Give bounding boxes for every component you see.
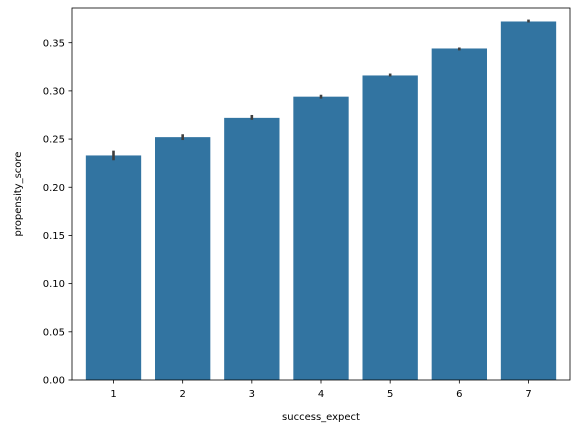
- y-axis-label: propensity_score: [13, 152, 24, 237]
- error-bars-group: [112, 19, 530, 161]
- bar-2: [155, 137, 211, 380]
- x-tick-label-3: 3: [249, 389, 255, 400]
- y-tick-label: 0.05: [43, 327, 65, 338]
- x-tick-label-2: 2: [179, 389, 185, 400]
- bars-group: [85, 21, 557, 381]
- bar-4: [293, 96, 349, 381]
- y-tick-label: 0.15: [43, 231, 65, 242]
- bar-7: [500, 21, 557, 381]
- x-axis-ticks: 1 2 3 4 5 6 7: [110, 380, 532, 400]
- bar-6: [431, 48, 487, 380]
- y-tick-label: 0.00: [43, 376, 65, 387]
- bar-1: [85, 155, 142, 380]
- y-axis-ticks: 0.00 0.05 0.10 0.15 0.20 0.25 0.30 0.35: [43, 38, 72, 387]
- x-axis-label: success_expect: [282, 412, 360, 423]
- y-tick-label: 0.30: [43, 86, 65, 97]
- x-tick-label-1: 1: [110, 389, 116, 400]
- x-tick-label-5: 5: [387, 389, 393, 400]
- y-tick-label: 0.25: [43, 135, 65, 146]
- y-tick-label: 0.10: [43, 279, 65, 290]
- y-tick-label: 0.20: [43, 183, 65, 194]
- plot-frame: [71, 7, 571, 381]
- x-tick-label-6: 6: [456, 389, 462, 400]
- x-tick-label-7: 7: [525, 389, 531, 400]
- x-tick-label-4: 4: [318, 389, 324, 400]
- bar-3: [224, 117, 280, 380]
- bar-5: [362, 75, 418, 380]
- y-tick-label: 0.35: [43, 38, 65, 49]
